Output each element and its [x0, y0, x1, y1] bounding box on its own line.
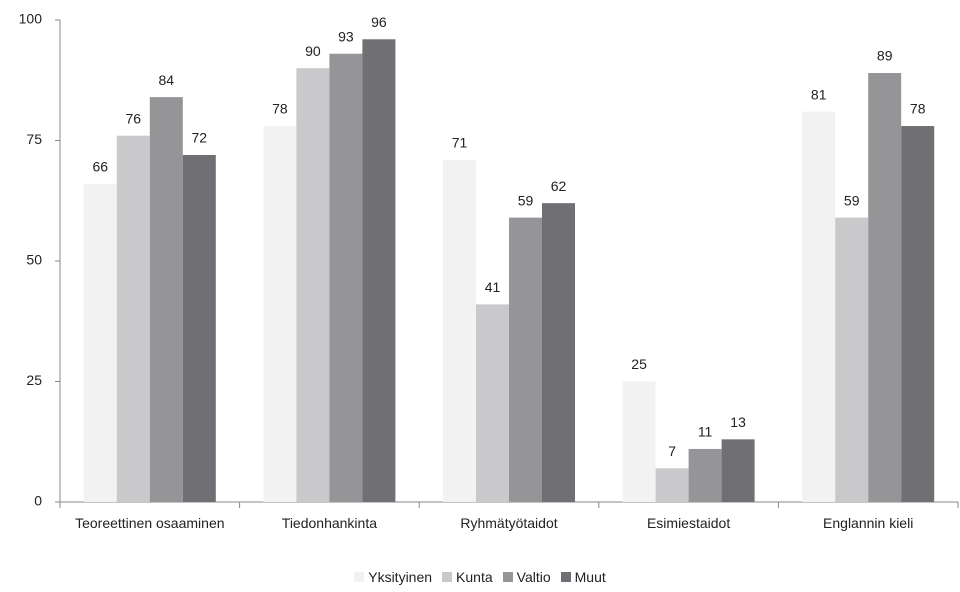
bar	[296, 68, 330, 502]
bar	[721, 439, 755, 502]
bar	[655, 468, 689, 502]
bar	[329, 53, 363, 503]
legend-label: Muut	[574, 569, 606, 585]
y-tick-label: 100	[19, 11, 43, 27]
bar	[509, 217, 542, 502]
data-label: 11	[698, 424, 713, 440]
legend-swatch	[354, 572, 365, 582]
y-tick-label: 50	[26, 252, 42, 268]
data-label: 25	[631, 356, 647, 372]
x-tick-label: Ryhmätyötaidot	[460, 515, 558, 531]
x-tick-label: Teoreettinen osaaminen	[75, 515, 225, 531]
data-label: 96	[371, 14, 387, 30]
bar	[149, 97, 183, 503]
bar	[622, 381, 656, 502]
data-label: 93	[338, 28, 354, 44]
bar	[263, 126, 297, 502]
data-label: 81	[811, 86, 827, 102]
data-label: 66	[93, 159, 109, 175]
data-label: 41	[485, 279, 501, 295]
data-label: 59	[844, 192, 860, 208]
bar	[182, 154, 216, 502]
bar	[901, 126, 935, 502]
data-label: 59	[518, 192, 534, 208]
legend-item: Yksityinen	[354, 569, 432, 585]
bar	[542, 203, 575, 502]
bar	[443, 159, 476, 502]
data-label: 62	[551, 178, 567, 194]
data-label: 71	[452, 134, 468, 150]
x-tick-label: Esimiestaidot	[646, 515, 731, 531]
data-label: 13	[730, 414, 746, 430]
data-label: 78	[272, 101, 288, 117]
y-tick-label: 25	[26, 372, 42, 388]
data-label: 76	[126, 110, 142, 126]
bar	[835, 217, 869, 502]
bar	[868, 73, 902, 503]
legend-swatch	[560, 572, 571, 582]
data-label: 78	[910, 101, 926, 117]
data-label: 72	[192, 130, 208, 146]
data-label: 7	[668, 443, 676, 459]
bar	[362, 39, 396, 502]
y-tick-label: 0	[34, 493, 42, 509]
bar	[476, 304, 509, 502]
bar	[83, 183, 117, 502]
x-tick-label: Englannin kieli	[823, 515, 914, 531]
legend-label: Kunta	[456, 569, 493, 585]
legend-label: Valtio	[516, 569, 551, 585]
data-label: 89	[877, 48, 893, 64]
legend: Yksityinen Kunta Valtio Muut	[0, 569, 960, 585]
legend-item: Kunta	[442, 569, 493, 585]
x-tick-label: Tiedonhankinta	[281, 515, 377, 531]
data-label: 90	[305, 43, 321, 59]
legend-swatch	[502, 572, 513, 582]
bar	[688, 448, 722, 502]
legend-swatch	[442, 572, 453, 582]
legend-label: Yksityinen	[368, 569, 433, 585]
y-tick-label: 75	[26, 131, 42, 147]
legend-item: Valtio	[502, 569, 551, 585]
bar	[116, 135, 150, 502]
bar	[802, 111, 836, 502]
legend-item: Muut	[560, 569, 606, 585]
data-label: 84	[159, 72, 175, 88]
